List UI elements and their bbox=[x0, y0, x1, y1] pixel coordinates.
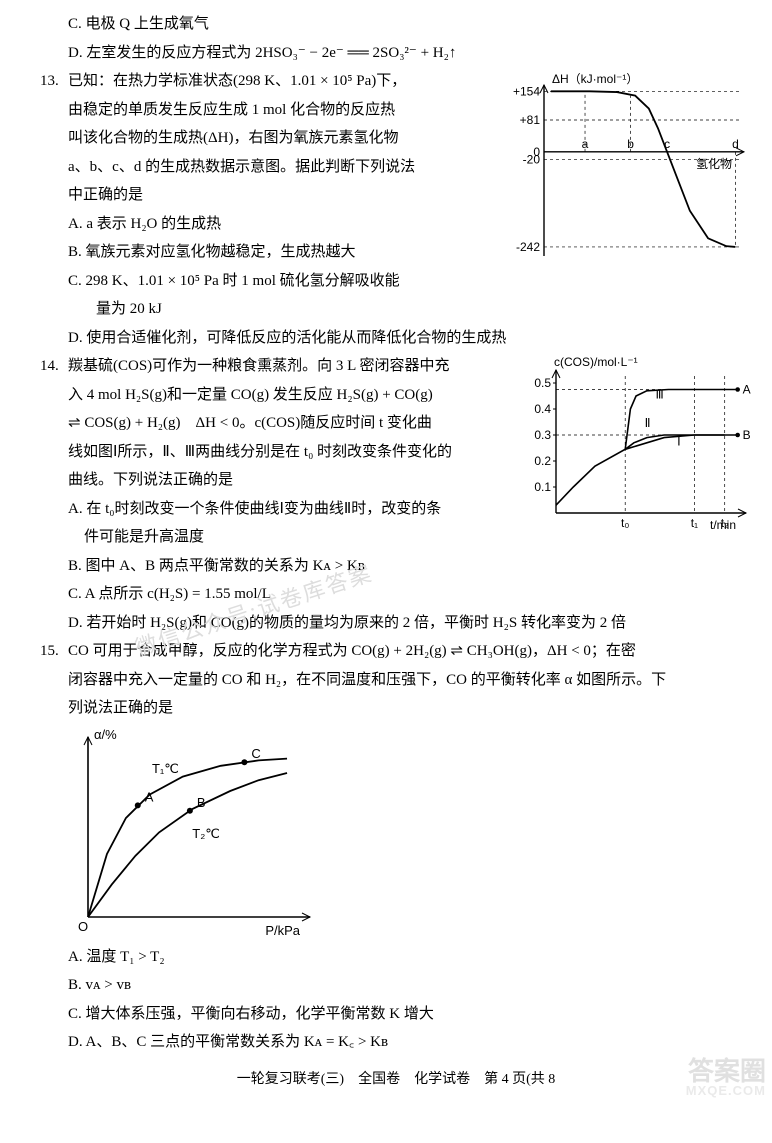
q13-chart: ΔH（kJ·mol⁻¹）+154+810-20-242氢化物abcd bbox=[502, 67, 752, 272]
svg-text:A: A bbox=[743, 383, 751, 397]
q14-s2: 入 4 mol H₂S(g)和一定量 CO(g) 发生反应 H₂S(g) + C… bbox=[40, 381, 522, 410]
svg-text:0.2: 0.2 bbox=[534, 454, 551, 468]
q15-num: 15. bbox=[40, 637, 68, 666]
svg-text:P/kPa: P/kPa bbox=[265, 923, 300, 938]
q13-optD: D. 使用合适催化剂，可降低反应的活化能从而降低化合物的生成热 bbox=[40, 324, 752, 353]
svg-text:c(COS)/mol·L⁻¹: c(COS)/mol·L⁻¹ bbox=[554, 355, 638, 369]
q15-optC: C. 增大体系压强，平衡向右移动，化学平衡常数 K 增大 bbox=[40, 1000, 752, 1029]
q13-s1: 已知：在热力学标准状态(298 K、1.01 × 10⁵ Pa)下， bbox=[68, 73, 406, 89]
svg-text:d: d bbox=[732, 137, 739, 151]
q15-s1: CO 可用于合成甲醇，反应的化学方程式为 CO(g) + 2H₂(g) ⇌ CH… bbox=[68, 643, 636, 659]
q13-s2: 由稳定的单质发生反应生成 1 mol 化合物的反应热 bbox=[40, 96, 502, 125]
svg-text:t₁: t₁ bbox=[691, 516, 698, 530]
q14-optD: D. 若开始时 H₂S(g)和 CO(g)的物质的量均为原来的 2 倍，平衡时 … bbox=[40, 609, 752, 638]
q14-num: 14. bbox=[40, 352, 68, 381]
q13-num: 13. bbox=[40, 67, 68, 96]
svg-text:-242: -242 bbox=[516, 240, 540, 254]
q13-optA: A. a 表示 H₂O 的生成热 bbox=[40, 210, 502, 239]
q13-block: 13.已知：在热力学标准状态(298 K、1.01 × 10⁵ Pa)下， 由稳… bbox=[40, 67, 752, 324]
svg-text:T₁℃: T₁℃ bbox=[152, 761, 179, 776]
q15-optB: B. vᴀ > vʙ bbox=[40, 971, 752, 1000]
q12-optC: C. 电极 Q 上生成氧气 bbox=[40, 10, 752, 39]
svg-text:T₂℃: T₂℃ bbox=[192, 825, 220, 840]
q14-s5: 曲线。下列说法正确的是 bbox=[40, 466, 522, 495]
q13-s3: 叫该化合物的生成热(ΔH)，右图为氧族元素氢化物 bbox=[40, 124, 502, 153]
svg-text:B: B bbox=[197, 794, 206, 809]
svg-text:-20: -20 bbox=[523, 153, 541, 167]
q13-optB: B. 氧族元素对应氢化物越稳定，生成热越大 bbox=[40, 238, 502, 267]
q12-optD: D. 左室发生的反应方程式为 2HSO₃⁻ − 2e⁻ ══ 2SO₃²⁻ + … bbox=[40, 39, 752, 68]
svg-text:0.4: 0.4 bbox=[534, 402, 551, 416]
svg-text:O: O bbox=[78, 919, 88, 934]
q15-s3: 列说法正确的是 bbox=[40, 694, 752, 723]
q14-optA1: A. 在 t₀时刻改变一个条件使曲线Ⅰ变为曲线Ⅱ时，改变的条 bbox=[40, 495, 522, 524]
q14-optB: B. 图中 A、B 两点平衡常数的关系为 Kᴀ > Kʙ bbox=[40, 552, 752, 581]
q13-optC: C. 298 K、1.01 × 10⁵ Pa 时 1 mol 硫化氢分解吸收能 bbox=[40, 267, 502, 296]
q14-s4: 线如图Ⅰ所示，Ⅱ、Ⅲ两曲线分别是在 t₀ 时刻改变条件变化的 bbox=[40, 438, 522, 467]
q14-block: 14.羰基硫(COS)可作为一种粮食熏蒸剂。向 3 L 密闭容器中充 入 4 m… bbox=[40, 352, 752, 552]
q14-s1: 羰基硫(COS)可作为一种粮食熏蒸剂。向 3 L 密闭容器中充 bbox=[68, 358, 450, 374]
svg-text:A: A bbox=[145, 789, 154, 804]
q14-optC: C. A 点所示 c(H₂S) = 1.55 mol/L bbox=[40, 580, 752, 609]
svg-text:+81: +81 bbox=[520, 113, 541, 127]
q15-optD: D. A、B、C 三点的平衡常数关系为 Kᴀ = K꜀ > Kʙ bbox=[40, 1028, 752, 1057]
page-footer: 一轮复习联考(三) 全国卷 化学试卷 第 4 页(共 8 bbox=[40, 1067, 752, 1094]
svg-text:Ⅰ: Ⅰ bbox=[677, 434, 681, 448]
q13-s4: a、b、c、d 的生成热数据示意图。据此判断下列说法 bbox=[40, 153, 502, 182]
svg-text:C: C bbox=[251, 746, 260, 761]
svg-text:α/%: α/% bbox=[94, 727, 117, 742]
svg-text:t₀: t₀ bbox=[621, 516, 629, 530]
q13-s5: 中正确的是 bbox=[40, 181, 502, 210]
svg-text:B: B bbox=[743, 428, 751, 442]
svg-text:0.1: 0.1 bbox=[534, 480, 551, 494]
q14-chart: c(COS)/mol·L⁻¹t/min0.10.20.30.40.5t₀t₁t₂… bbox=[522, 352, 752, 537]
svg-text:0.3: 0.3 bbox=[534, 428, 551, 442]
q15-chart: α/% P/kPa O T₁℃ T₂℃ A B C bbox=[40, 723, 752, 943]
q13-optC2: 量为 20 kJ bbox=[40, 295, 502, 324]
q15-optA: A. 温度 T₁ > T₂ bbox=[40, 943, 752, 972]
svg-text:Ⅲ: Ⅲ bbox=[655, 388, 663, 402]
svg-text:ΔH（kJ·mol⁻¹）: ΔH（kJ·mol⁻¹） bbox=[552, 72, 638, 86]
q14-optA2: 件可能是升高温度 bbox=[40, 523, 522, 552]
q15-s2: 闭容器中充入一定量的 CO 和 H₂，在不同温度和压强下，CO 的平衡转化率 α… bbox=[40, 666, 752, 695]
svg-text:0.5: 0.5 bbox=[534, 376, 551, 390]
svg-text:+154: +154 bbox=[513, 84, 540, 98]
q14-s3: ⇌ COS(g) + H₂(g) ΔH < 0。c(COS)随反应时间 t 变化… bbox=[40, 409, 522, 438]
svg-text:氢化物: 氢化物 bbox=[696, 156, 732, 171]
svg-text:Ⅱ: Ⅱ bbox=[645, 416, 651, 430]
svg-text:t₂: t₂ bbox=[721, 516, 729, 530]
